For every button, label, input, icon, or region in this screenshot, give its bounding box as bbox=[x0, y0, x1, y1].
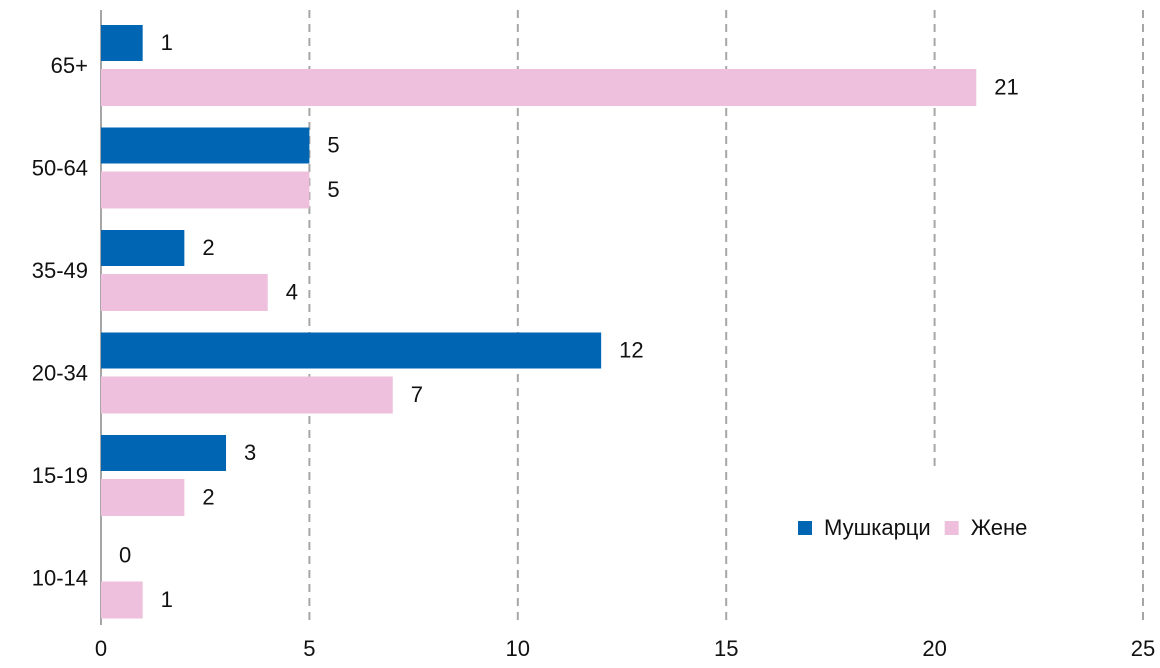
x-tick-label: 25 bbox=[1131, 636, 1155, 661]
bar bbox=[101, 376, 393, 414]
legend-swatch bbox=[798, 521, 812, 535]
legend-label: Мушкарци bbox=[824, 515, 931, 540]
bar bbox=[101, 230, 185, 266]
bar bbox=[101, 274, 268, 311]
bar bbox=[101, 25, 143, 61]
y-tick-label: 20-34 bbox=[32, 361, 88, 386]
y-tick-label: 50-64 bbox=[32, 156, 88, 181]
bar bbox=[101, 581, 143, 619]
x-tick-label: 20 bbox=[922, 636, 946, 661]
data-label: 5 bbox=[327, 132, 339, 157]
bar bbox=[101, 435, 227, 471]
legend-swatch bbox=[944, 521, 959, 535]
data-label: 0 bbox=[119, 542, 131, 567]
x-tick-label: 10 bbox=[506, 636, 530, 661]
x-tick-label: 5 bbox=[303, 636, 315, 661]
data-label: 1 bbox=[161, 30, 173, 55]
y-tick-label: 15-19 bbox=[32, 463, 88, 488]
data-label: 4 bbox=[286, 279, 298, 304]
data-label: 2 bbox=[202, 484, 214, 509]
bar bbox=[101, 479, 185, 516]
data-label: 21 bbox=[994, 74, 1018, 99]
data-label: 1 bbox=[161, 587, 173, 612]
data-label: 3 bbox=[244, 440, 256, 465]
data-label: 5 bbox=[327, 177, 339, 202]
y-tick-label: 65+ bbox=[51, 53, 88, 78]
legend-label: Жене bbox=[971, 515, 1028, 540]
x-tick-label: 15 bbox=[714, 636, 738, 661]
bar bbox=[101, 171, 310, 209]
x-tick-label: 0 bbox=[95, 636, 107, 661]
data-label: 7 bbox=[411, 382, 423, 407]
legend-background bbox=[780, 470, 1110, 620]
bar bbox=[101, 127, 310, 164]
bar bbox=[101, 332, 602, 369]
y-tick-label: 35-49 bbox=[32, 258, 88, 283]
y-tick-label: 10-14 bbox=[32, 566, 88, 591]
bar bbox=[101, 69, 977, 106]
data-label: 12 bbox=[619, 337, 643, 362]
data-label: 2 bbox=[202, 235, 214, 260]
